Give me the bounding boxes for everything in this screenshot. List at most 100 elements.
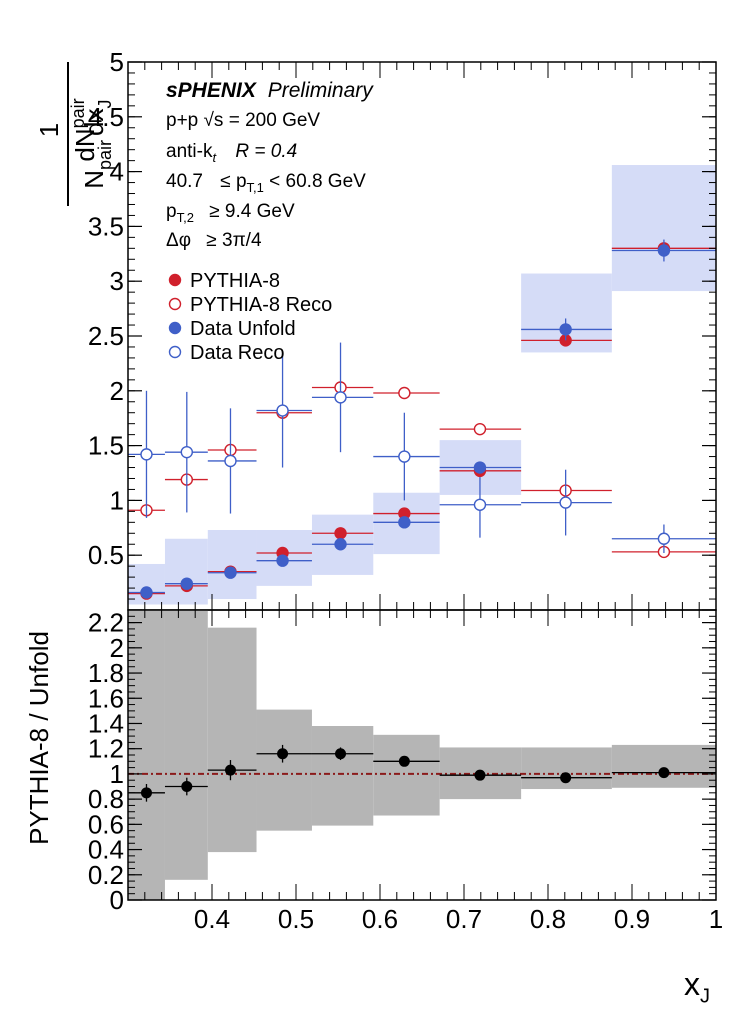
- ylabel-num-main: dN: [70, 128, 100, 161]
- ratio-point: [181, 781, 193, 793]
- ratio-ytick-label: 0.2: [88, 860, 124, 890]
- ytick-label: 2: [110, 376, 124, 406]
- ytick-label: 3: [110, 266, 124, 296]
- annotation-jet: anti-kt R = 0.4: [166, 141, 297, 165]
- status-label: Preliminary: [267, 79, 373, 102]
- ratio-ytick-label: 1.8: [88, 658, 124, 688]
- pt1-sub: T,1: [246, 179, 264, 195]
- ratio-band-box: [373, 734, 440, 816]
- pt2-val: ≥ 9.4 GeV: [209, 201, 295, 222]
- pythia-point: [334, 527, 347, 540]
- syst-band-box: [611, 165, 716, 292]
- ratio-ytick-label: 0: [110, 885, 124, 915]
- data-reco-point: [276, 404, 289, 417]
- ratio-ytick-label: 0.6: [88, 809, 124, 839]
- ratio-ytick-label: 0.4: [88, 835, 124, 865]
- ratio-band-box: [207, 627, 257, 853]
- legend-label: PYTHIA-8 Reco: [190, 294, 332, 316]
- data-reco-point: [224, 454, 237, 468]
- ratio-systematic-bands: [128, 610, 716, 900]
- ratio-ytick-label: 1.2: [88, 734, 124, 764]
- ratio-point: [398, 755, 410, 767]
- ratio-band-box: [256, 709, 312, 831]
- ratio-ytick-label: 2.2: [88, 608, 124, 638]
- ratio-point: [277, 748, 289, 760]
- data-unfold-point: [224, 566, 237, 579]
- pt1-mid: ≤ p: [220, 171, 247, 192]
- ytick-label: 3.5: [88, 211, 124, 241]
- xtick-label: 0.8: [530, 904, 566, 934]
- ytick-label: 4: [110, 157, 124, 187]
- top-axis: 0.5 1 1.5 2 2.5 3 3.5 4 4.5 5: [88, 47, 717, 611]
- dphi-symbol: Δφ: [166, 230, 192, 251]
- ylabel-numerator: dNpair: [68, 98, 100, 161]
- data-unfold-point: [473, 461, 487, 474]
- legend-marker: [168, 321, 182, 335]
- ratio-point: [140, 787, 152, 799]
- data-unfold-point: [334, 538, 347, 551]
- data-unfold-point: [276, 554, 289, 567]
- syst-band-box: [164, 538, 208, 605]
- xtick-label: 0.4: [194, 904, 230, 934]
- ratio-ytick-label: 1: [110, 759, 124, 789]
- data-reco-point: [473, 498, 487, 511]
- xtick-label: 0.7: [446, 904, 482, 934]
- legend-label: Data Reco: [190, 342, 285, 364]
- ratio-band-box: [164, 610, 208, 880]
- xlabel-sub: J: [700, 985, 710, 1008]
- ratio-point: [658, 767, 670, 779]
- legend-marker: [168, 273, 182, 287]
- annotation-pt2: pT,2 ≥ 9.4 GeV: [166, 201, 295, 225]
- ytick-label: 0.5: [88, 540, 124, 570]
- legend-label: Data Unfold: [190, 318, 296, 340]
- xtick-label: 1: [709, 904, 723, 934]
- ratio-point: [335, 748, 347, 760]
- pythia-reco-point: [398, 386, 411, 400]
- ratio-point: [474, 769, 486, 781]
- dphi-val: ≥ 3π/4: [206, 230, 262, 251]
- ylabel-denominator: Npair: [79, 140, 115, 189]
- pythia-reco-point: [473, 422, 487, 436]
- ytick-label: 5: [110, 47, 124, 77]
- legend-marker: [168, 297, 182, 311]
- annotation-experiment: sPHENIX Preliminary: [166, 79, 373, 103]
- ylabel-dx-sub: J: [95, 100, 115, 109]
- annotation-dphi: Δφ ≥ 3π/4: [166, 230, 262, 252]
- ylabel-den-main: N: [79, 170, 109, 189]
- data-reco-point: [334, 391, 347, 404]
- xlabel-main: x: [684, 966, 700, 1002]
- ylabel-dx-main: dx: [79, 109, 109, 136]
- ratio-ytick-label: 1.4: [88, 708, 124, 738]
- syst-band-box: [207, 529, 257, 600]
- legend-label: PYTHIA-8: [190, 270, 280, 292]
- ylabel-dx: dxJ: [79, 100, 115, 136]
- ratio-axis: 00.20.40.60.811.21.41.61.822.20.4 0.5 0.6 0…: [88, 608, 723, 934]
- legend-marker: [168, 345, 182, 359]
- jet-alg: anti-k: [166, 141, 213, 162]
- data-reco-point: [559, 496, 572, 509]
- ylabel-num-sub: pair: [68, 98, 88, 128]
- ratio-data-points: [128, 744, 716, 802]
- data-unfold-point: [559, 323, 572, 336]
- data-reco-point: [180, 445, 194, 459]
- ratio-ytick-label: 1.6: [88, 683, 124, 713]
- ratio-ytick-label: 2: [110, 633, 124, 663]
- ratio-point: [560, 772, 572, 784]
- data-reco-point: [140, 448, 153, 461]
- data-unfold-point: [398, 516, 411, 529]
- data-reco-point: [657, 532, 671, 545]
- top-data-points: [128, 239, 716, 600]
- jet-alg-sub: t: [212, 149, 217, 165]
- annotation-collision: p+p √s = 200 GeV: [166, 110, 321, 131]
- top-ylabel: 1 dNpair: [16, 60, 116, 200]
- ylabel-one: 1: [34, 123, 64, 137]
- pt2-sub: T,2: [176, 209, 194, 225]
- ylabel-den-sub: pair: [95, 140, 115, 170]
- data-unfold-point: [657, 244, 671, 257]
- data-reco-point: [398, 450, 411, 463]
- ytick-label: 2.5: [88, 321, 124, 351]
- pt1-hi: < 60.8 GeV: [269, 171, 366, 192]
- data-unfold-point: [180, 577, 194, 590]
